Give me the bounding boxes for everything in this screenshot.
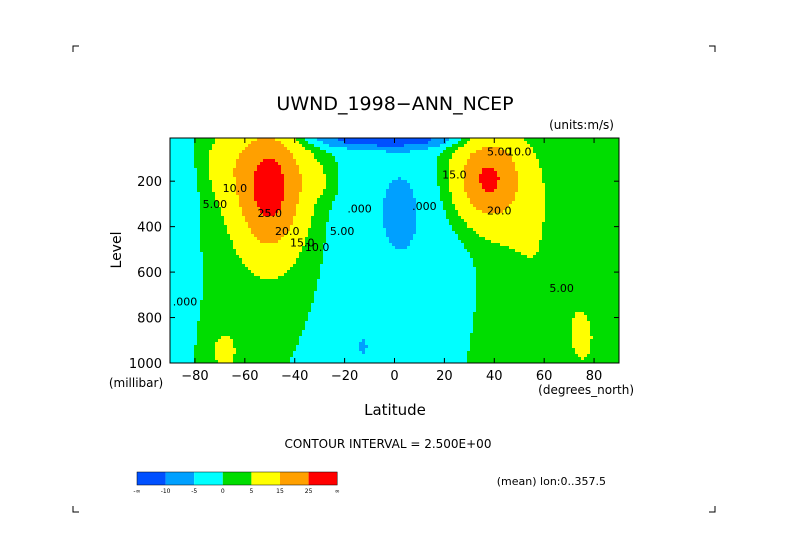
contour-label-3: 20.0 xyxy=(275,225,300,238)
y-tick-label-4: 1000 xyxy=(129,357,162,372)
x-axis-label: Latitude xyxy=(364,401,426,419)
colorbar-swatch-3 xyxy=(222,472,252,485)
corner-mark-bottom-right xyxy=(709,506,716,513)
colorbar-swatch-0 xyxy=(137,472,166,485)
contour-label-9: 15.0 xyxy=(442,168,467,181)
x-tick-label-4: 0 xyxy=(390,369,398,384)
mean-label: (mean) lon:0..357.5 xyxy=(497,475,606,488)
colorbar-tick-0: -∞ xyxy=(133,488,140,495)
colorbar-tick-4: 5 xyxy=(249,488,253,495)
units-label: (units:m/s) xyxy=(549,118,614,132)
colorbar-tick-7: ∞ xyxy=(335,488,340,495)
y-axis-label: Level xyxy=(109,232,125,269)
corner-mark-top-left xyxy=(72,45,79,52)
colorbar-swatch-1 xyxy=(165,472,195,485)
contour-label-13: 5.00 xyxy=(549,282,574,295)
corner-marks xyxy=(72,45,716,513)
axes: −80 −60 −40 −20 0 20 40 60 80 200 400 600 800 1000 xyxy=(129,138,619,384)
contour-label-10: 5.00 xyxy=(487,146,512,159)
contour-label-0: 10.0 xyxy=(223,182,248,195)
y-tick-label-2: 600 xyxy=(137,266,162,281)
x-units-label: (degrees_north) xyxy=(538,383,634,397)
y-tick-label-3: 800 xyxy=(137,312,162,327)
x-tick-label-0: −80 xyxy=(181,369,208,384)
colorbar-tick-1: -10 xyxy=(161,488,171,495)
colorbar-swatch-4 xyxy=(251,472,280,485)
colorbar-frame xyxy=(136,471,338,486)
contour-label-8: .000 xyxy=(412,200,437,213)
contour-label-5: 10.0 xyxy=(305,241,330,254)
colorbar-swatch-6 xyxy=(308,472,338,485)
contour-interval-label: CONTOUR INTERVAL = 2.500E+00 xyxy=(285,437,492,451)
y-tick-label-0: 200 xyxy=(137,175,162,190)
x-tick-label-6: 40 xyxy=(486,369,503,384)
corner-mark-bottom-left xyxy=(72,506,79,513)
contour-label-1: 5.00 xyxy=(203,198,228,211)
x-tick-label-8: 80 xyxy=(586,369,603,384)
x-tick-label-5: 20 xyxy=(436,369,453,384)
contour-label-11: 10.0 xyxy=(507,146,532,159)
contour-label-7: .000 xyxy=(347,202,372,215)
x-tick-label-7: 60 xyxy=(536,369,553,384)
contour-label-14: .000 xyxy=(173,296,198,309)
y-tick-label-1: 400 xyxy=(137,221,162,236)
x-tick-label-2: −40 xyxy=(281,369,308,384)
x-tick-label-1: −60 xyxy=(231,369,258,384)
y-units-label: (millibar) xyxy=(109,376,163,390)
contour-label-12: 20.0 xyxy=(487,205,512,218)
corner-mark-top-right xyxy=(709,45,716,52)
contour-label-4: 15.0 xyxy=(290,237,315,250)
chart-title: UWND_1998−ANN_NCEP xyxy=(276,93,513,115)
colorbar-tick-3: 0 xyxy=(221,488,225,495)
colorbar: -∞ -10 -5 0 5 15 25 ∞ xyxy=(133,471,340,495)
colorbar-swatch-2 xyxy=(194,472,223,485)
x-tick-label-3: −20 xyxy=(331,369,358,384)
colorbar-tick-5: 15 xyxy=(276,488,284,495)
contour-label-6: 5.00 xyxy=(330,225,355,238)
colorbar-tick-6: 25 xyxy=(305,488,313,495)
colorbar-swatch-5 xyxy=(280,472,309,485)
contour-label-2: 25.0 xyxy=(258,207,283,220)
contour-labels: 10.05.0025.020.015.010.05.00.000.00015.0… xyxy=(173,146,574,309)
colorbar-tick-2: -5 xyxy=(191,488,197,495)
contour-field xyxy=(170,138,619,363)
